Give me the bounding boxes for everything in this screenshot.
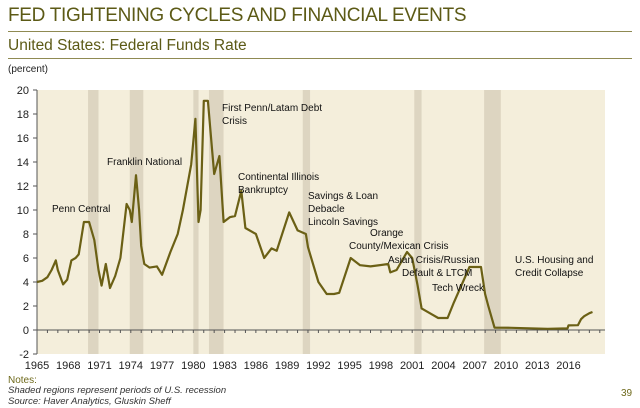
x-tick-label: 1995	[337, 360, 361, 372]
event-annotation: Tech Wreck	[432, 283, 485, 294]
x-tick-label: 2010	[494, 360, 518, 372]
event-annotation: Lincoln Savings	[308, 217, 378, 228]
title-divider	[8, 31, 632, 32]
event-annotation: Default & LTCM	[402, 268, 472, 279]
y-tick-label: 12	[17, 181, 29, 193]
x-tick-label: 1989	[275, 360, 299, 372]
y-tick-label: 2	[23, 301, 29, 313]
x-tick-label: 1983	[212, 360, 236, 372]
y-tick-label: 8	[23, 229, 29, 241]
x-tick-label: 2013	[525, 360, 549, 372]
event-annotation: U.S. Housing and	[515, 255, 593, 266]
x-tick-label: 1992	[306, 360, 330, 372]
recession-band	[484, 90, 501, 354]
event-annotation: Debacle	[308, 204, 345, 215]
page-number: 39	[621, 388, 633, 399]
recession-band	[414, 90, 422, 354]
y-tick-label: 16	[17, 133, 29, 145]
event-annotation: Bankruptcy	[238, 185, 288, 196]
recession-band	[193, 90, 199, 354]
x-tick-label: 1965	[25, 360, 49, 372]
event-annotation: Penn Central	[52, 204, 110, 215]
x-tick-label: 1977	[150, 360, 174, 372]
event-annotation: Credit Collapse	[515, 268, 584, 279]
y-tick-label: 18	[17, 109, 29, 121]
event-annotation: Continental Illinois	[238, 172, 319, 183]
fed-funds-rate-line	[36, 99, 593, 330]
x-tick-label: 1980	[181, 360, 205, 372]
event-annotation: Savings & Loan	[308, 191, 378, 202]
x-tick-label: 1986	[244, 360, 268, 372]
x-tick-label: 1968	[56, 360, 80, 372]
page-title: FED TIGHTENING CYCLES AND FINANCIAL EVEN…	[8, 5, 467, 26]
y-tick-label: 20	[17, 85, 29, 97]
y-tick-label: -2	[19, 349, 29, 361]
subtitle-divider	[8, 58, 632, 59]
event-annotation: Asian Crisis/Russian	[388, 255, 480, 266]
recession-band	[302, 90, 311, 354]
event-annotation: County/Mexican Crisis	[349, 241, 448, 252]
recession-note: Shaded regions represent periods of U.S.…	[8, 385, 227, 396]
event-annotation: First Penn/Latam Debt	[222, 103, 322, 114]
x-tick-label: 1971	[87, 360, 111, 372]
source-note: Source: Haver Analytics, Gluskin Sheff	[8, 396, 171, 407]
event-annotation: Franklin National	[107, 157, 182, 168]
y-tick-label: 14	[17, 157, 29, 169]
notes-heading: Notes:	[8, 375, 37, 386]
y-tick-label: 10	[17, 205, 29, 217]
y-tick-label: 4	[23, 277, 29, 289]
x-tick-label: 1998	[369, 360, 393, 372]
y-axis-label: (percent)	[8, 64, 49, 75]
x-tick-label: 2001	[400, 360, 424, 372]
event-annotation: Crisis	[222, 116, 247, 127]
recession-band	[129, 90, 144, 354]
recession-band	[88, 90, 99, 354]
y-tick-label: 0	[23, 325, 29, 337]
y-tick-label: 6	[23, 253, 29, 265]
x-tick-label: 2016	[556, 360, 580, 372]
event-annotation: Orange	[370, 228, 404, 239]
chart-subtitle: United States: Federal Funds Rate	[8, 37, 247, 54]
x-tick-label: 2004	[431, 360, 455, 372]
x-tick-label: 2007	[462, 360, 486, 372]
x-tick-label: 1974	[119, 360, 143, 372]
